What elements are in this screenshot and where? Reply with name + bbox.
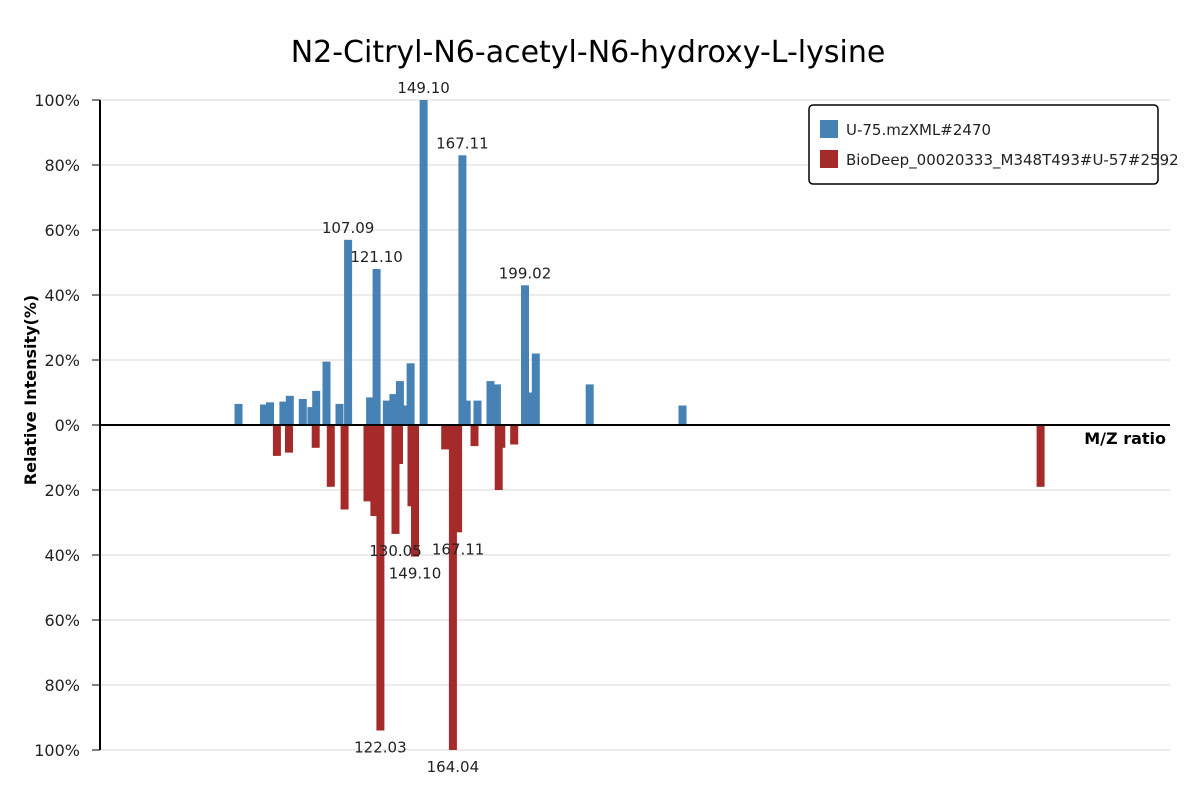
y-tick-label: 80% [44,676,80,695]
legend-label-top: U-75.mzXML#2470 [846,121,991,139]
peak-label-top: 149.10 [397,79,450,97]
peak-bar-bottom [340,425,349,510]
peak-labels: 107.09 121.10 149.10 167.11 199.02 130.05 149.… [322,79,551,776]
peak-bar-bottom [1036,425,1045,487]
peak-bar-bottom [376,425,385,731]
peak-label-top: 199.02 [499,264,552,282]
peak-label-bottom: 122.03 [354,739,407,757]
peak-bar-bottom [497,425,506,448]
y-tick-label: 40% [44,546,80,565]
peak-bar-top [312,390,321,425]
peak-bar-bottom [510,425,519,445]
peak-bar-top [531,353,540,425]
peak-label-bottom: 149.10 [389,565,442,583]
peak-bar-top [279,401,288,425]
peak-bar-top [260,404,268,425]
peak-bar-bottom [395,425,403,464]
peak-bar-top [372,269,381,425]
peak-bar-bottom [470,425,479,447]
peak-bar-top [462,400,471,425]
peak-bar-top [389,394,398,425]
peak-bar-top [492,384,501,425]
y-tick-label: 60% [44,221,80,240]
legend-label-bottom: BioDeep_00020333_M348T493#U-57#2592 [846,151,1179,170]
y-tick-label: 40% [44,286,80,305]
peak-bar-top [366,397,375,425]
peak-bar-bottom [391,425,400,534]
y-axis-label: Relative Intensity(%) [21,295,40,485]
peak-bar-top [678,405,687,425]
x-axis-label: M/Z ratio [1084,429,1166,448]
peak-bar-bottom [311,425,320,448]
bars [234,100,1045,750]
axes [99,100,1170,750]
legend-box [808,104,1159,185]
chart-title: N2-Citryl-N6-acetyl-N6-hydroxy-L-lysine [291,35,886,70]
y-tick-labels: 100% 80% 60% 40% 20% 0% 20% 40% 60% 80% 100% [34,91,100,760]
peak-bar-top [406,363,415,426]
peak-bar-bottom [326,425,335,487]
peak-bar-top [473,400,482,425]
peak-bar-bottom [411,425,419,557]
peak-bar-top [322,361,331,425]
peak-bar-bottom [454,425,463,533]
gridlines [100,99,1170,751]
peak-bar-bottom [370,425,379,516]
peak-bar-top [402,405,411,425]
peak-bar-top [419,100,428,425]
y-tick-label: 80% [44,156,80,175]
peak-bar-top [585,384,594,425]
y-tick-label: 100% [34,741,80,760]
peak-bar-bottom [448,425,457,750]
peak-bar-top [525,392,534,425]
peak-bar-bottom [272,425,281,456]
peak-bar-top [521,285,529,426]
peak-bar-top [298,399,307,425]
peak-bar-top [395,381,404,425]
y-tick-label: 0% [55,416,80,435]
peak-bar-top [382,400,391,425]
peak-label-bottom: 167.11 [432,540,485,558]
peak-bar-top [234,403,243,425]
peak-bar-bottom [285,425,293,453]
peak-label-bottom: 164.04 [427,758,480,776]
legend: U-75.mzXML#2470 BioDeep_00020333_M348T49… [808,104,1179,185]
peak-bar-top [266,402,274,426]
y-tick-label: 100% [34,91,80,110]
peak-bar-bottom [494,425,503,490]
peak-bar-bottom [363,425,372,502]
peak-bar-top [335,403,344,425]
peak-bar-bottom [441,425,450,450]
peak-bar-top [344,239,353,425]
y-tick-label: 20% [44,481,80,500]
peak-bar-top [307,407,316,425]
y-tick-label: 20% [44,351,80,370]
peak-label-bottom: 130.05 [369,542,422,560]
peak-label-top: 167.11 [436,134,489,152]
peak-bar-top [285,395,294,426]
peak-label-top: 121.10 [350,248,403,266]
peak-label-top: 107.09 [322,219,375,237]
y-tick-label: 60% [44,611,80,630]
legend-swatch-bottom [820,150,838,168]
peak-bar-top [486,381,495,425]
legend-swatch-top [820,120,838,138]
peak-bar-top [458,155,467,426]
